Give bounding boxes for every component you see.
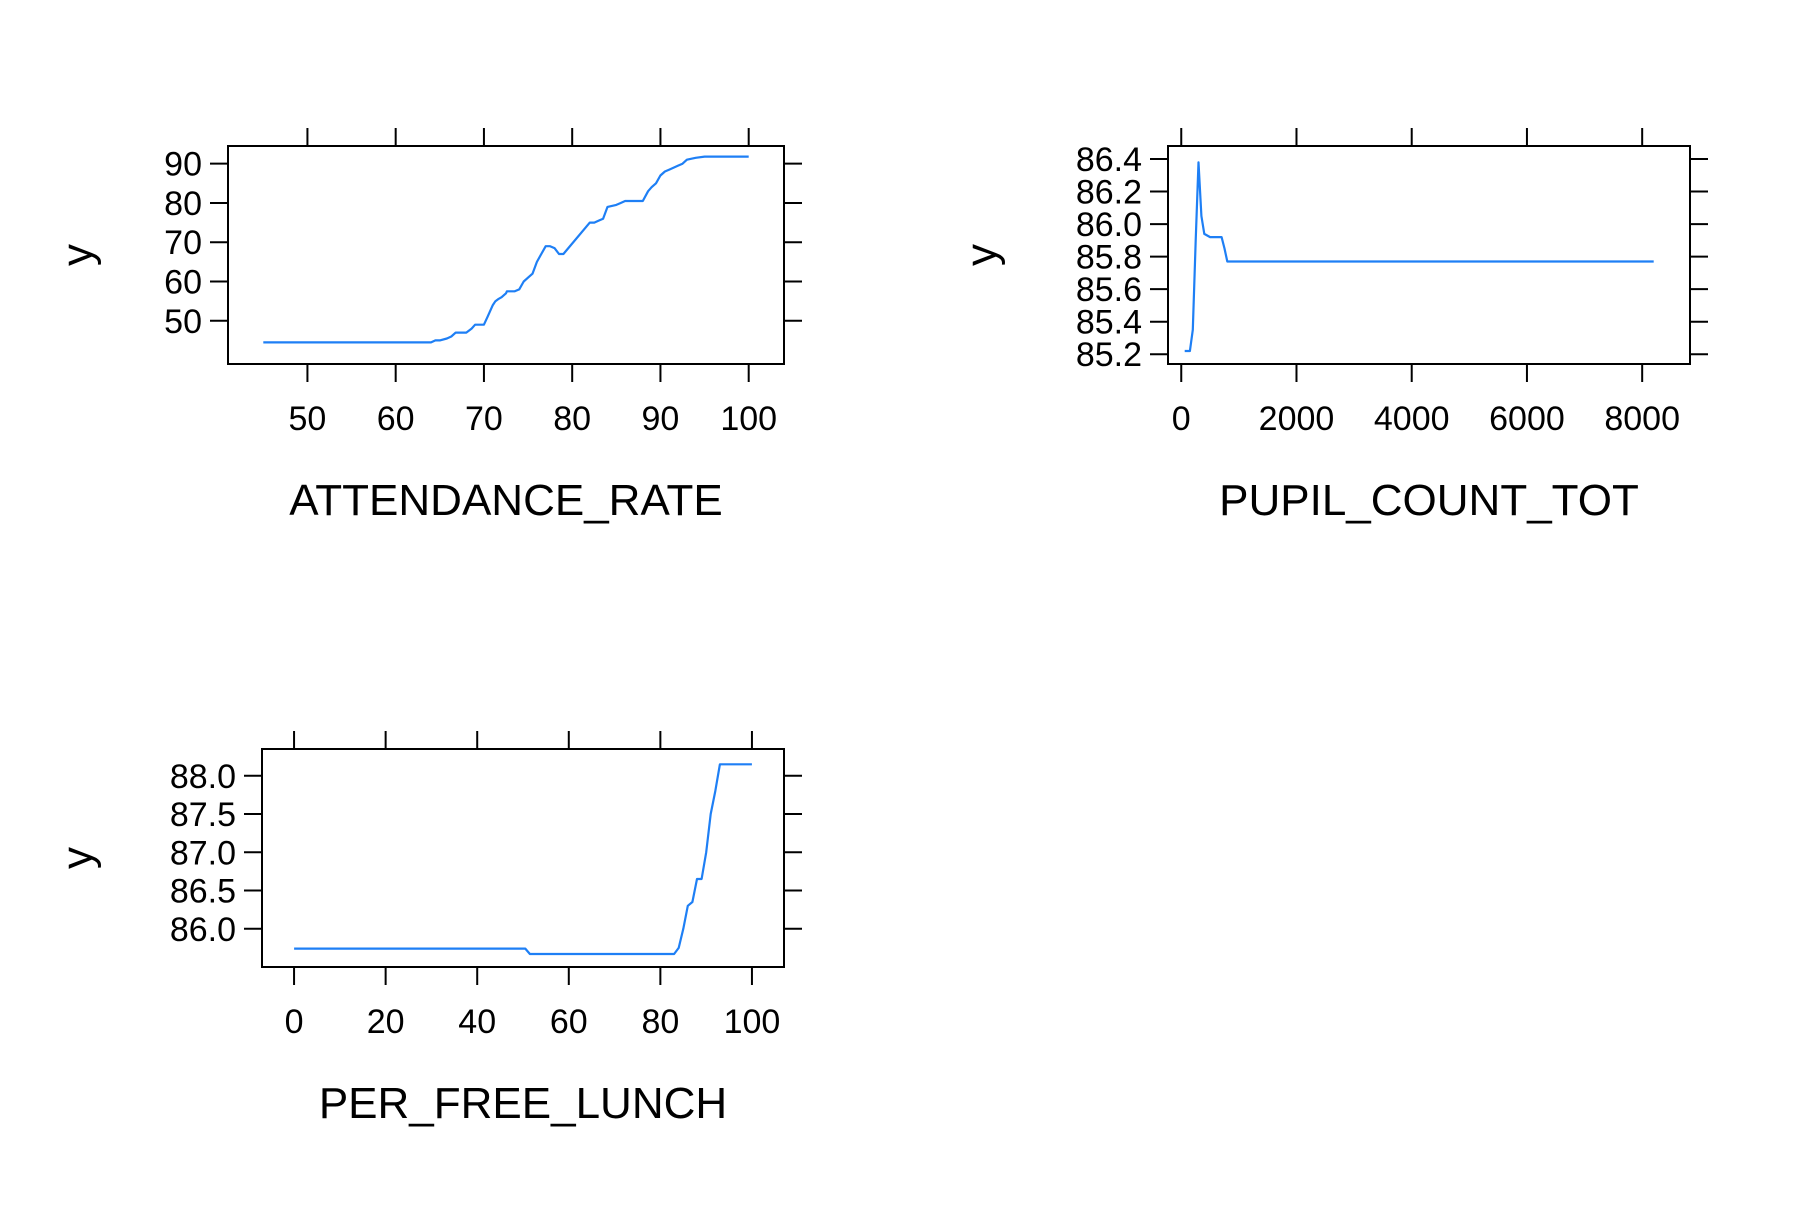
y-tick-label: 86.0: [1076, 206, 1142, 244]
series-line: [263, 155, 749, 344]
y-tick-label: 70: [164, 224, 202, 262]
y-tick-label: 60: [164, 264, 202, 302]
y-tick-label: 86.5: [170, 873, 236, 911]
x-tick-label: 50: [289, 400, 327, 438]
y-axis-title: y: [53, 847, 102, 869]
y-axis-title: y: [957, 244, 1006, 266]
y-tick-label: 86.0: [170, 911, 236, 949]
plot-frame: [227, 145, 785, 365]
x-axis-title: ATTENDANCE_RATE: [289, 476, 723, 525]
series-line: [1184, 161, 1654, 353]
y-tick-label: 85.4: [1076, 304, 1142, 342]
x-tick-label: 2000: [1259, 400, 1335, 438]
panel-pupil-count-tot: 0 2000 4000 6000 800085.285.485.685.886.086.…: [957, 128, 1708, 525]
x-tick-label: 0: [285, 1003, 304, 1041]
x-axis-title: PER_FREE_LUNCH: [319, 1079, 727, 1128]
y-tick-label: 85.2: [1076, 336, 1142, 374]
x-tick-label: 100: [720, 400, 777, 438]
x-tick-label: 6000: [1489, 400, 1565, 438]
x-tick-label: 70: [465, 400, 503, 438]
x-tick-label: 60: [550, 1003, 588, 1041]
y-tick-label: 86.2: [1076, 174, 1142, 212]
y-tick-label: 90: [164, 146, 202, 184]
x-tick-label: 90: [642, 400, 680, 438]
plot-frame: [1167, 145, 1691, 365]
x-tick-label: 100: [724, 1003, 781, 1041]
y-tick-label: 50: [164, 303, 202, 341]
y-tick-label: 85.6: [1076, 271, 1142, 309]
x-tick-label: 4000: [1374, 400, 1450, 438]
series-line: [294, 763, 752, 956]
panel-per-free-lunch: 0 20 40 60 80 100 86.086.587.087.588.0 PER_FREE…: [53, 731, 802, 1128]
y-tick-label: 87.0: [170, 834, 236, 872]
y-axis-title: y: [53, 244, 102, 266]
y-tick-label: 86.4: [1076, 141, 1142, 179]
x-tick-label: 8000: [1604, 400, 1680, 438]
y-tick-label: 87.5: [170, 796, 236, 834]
x-tick-label: 60: [377, 400, 415, 438]
x-tick-label: 20: [367, 1003, 405, 1041]
y-tick-label: 88.0: [170, 758, 236, 796]
x-tick-label: 0: [1172, 400, 1191, 438]
plot-frame: [261, 748, 785, 968]
x-tick-label: 80: [641, 1003, 679, 1041]
x-tick-label: 80: [553, 400, 591, 438]
y-tick-label: 80: [164, 185, 202, 223]
x-axis-title: PUPIL_COUNT_TOT: [1219, 476, 1639, 525]
x-tick-label: 40: [458, 1003, 496, 1041]
y-tick-label: 85.8: [1076, 239, 1142, 277]
